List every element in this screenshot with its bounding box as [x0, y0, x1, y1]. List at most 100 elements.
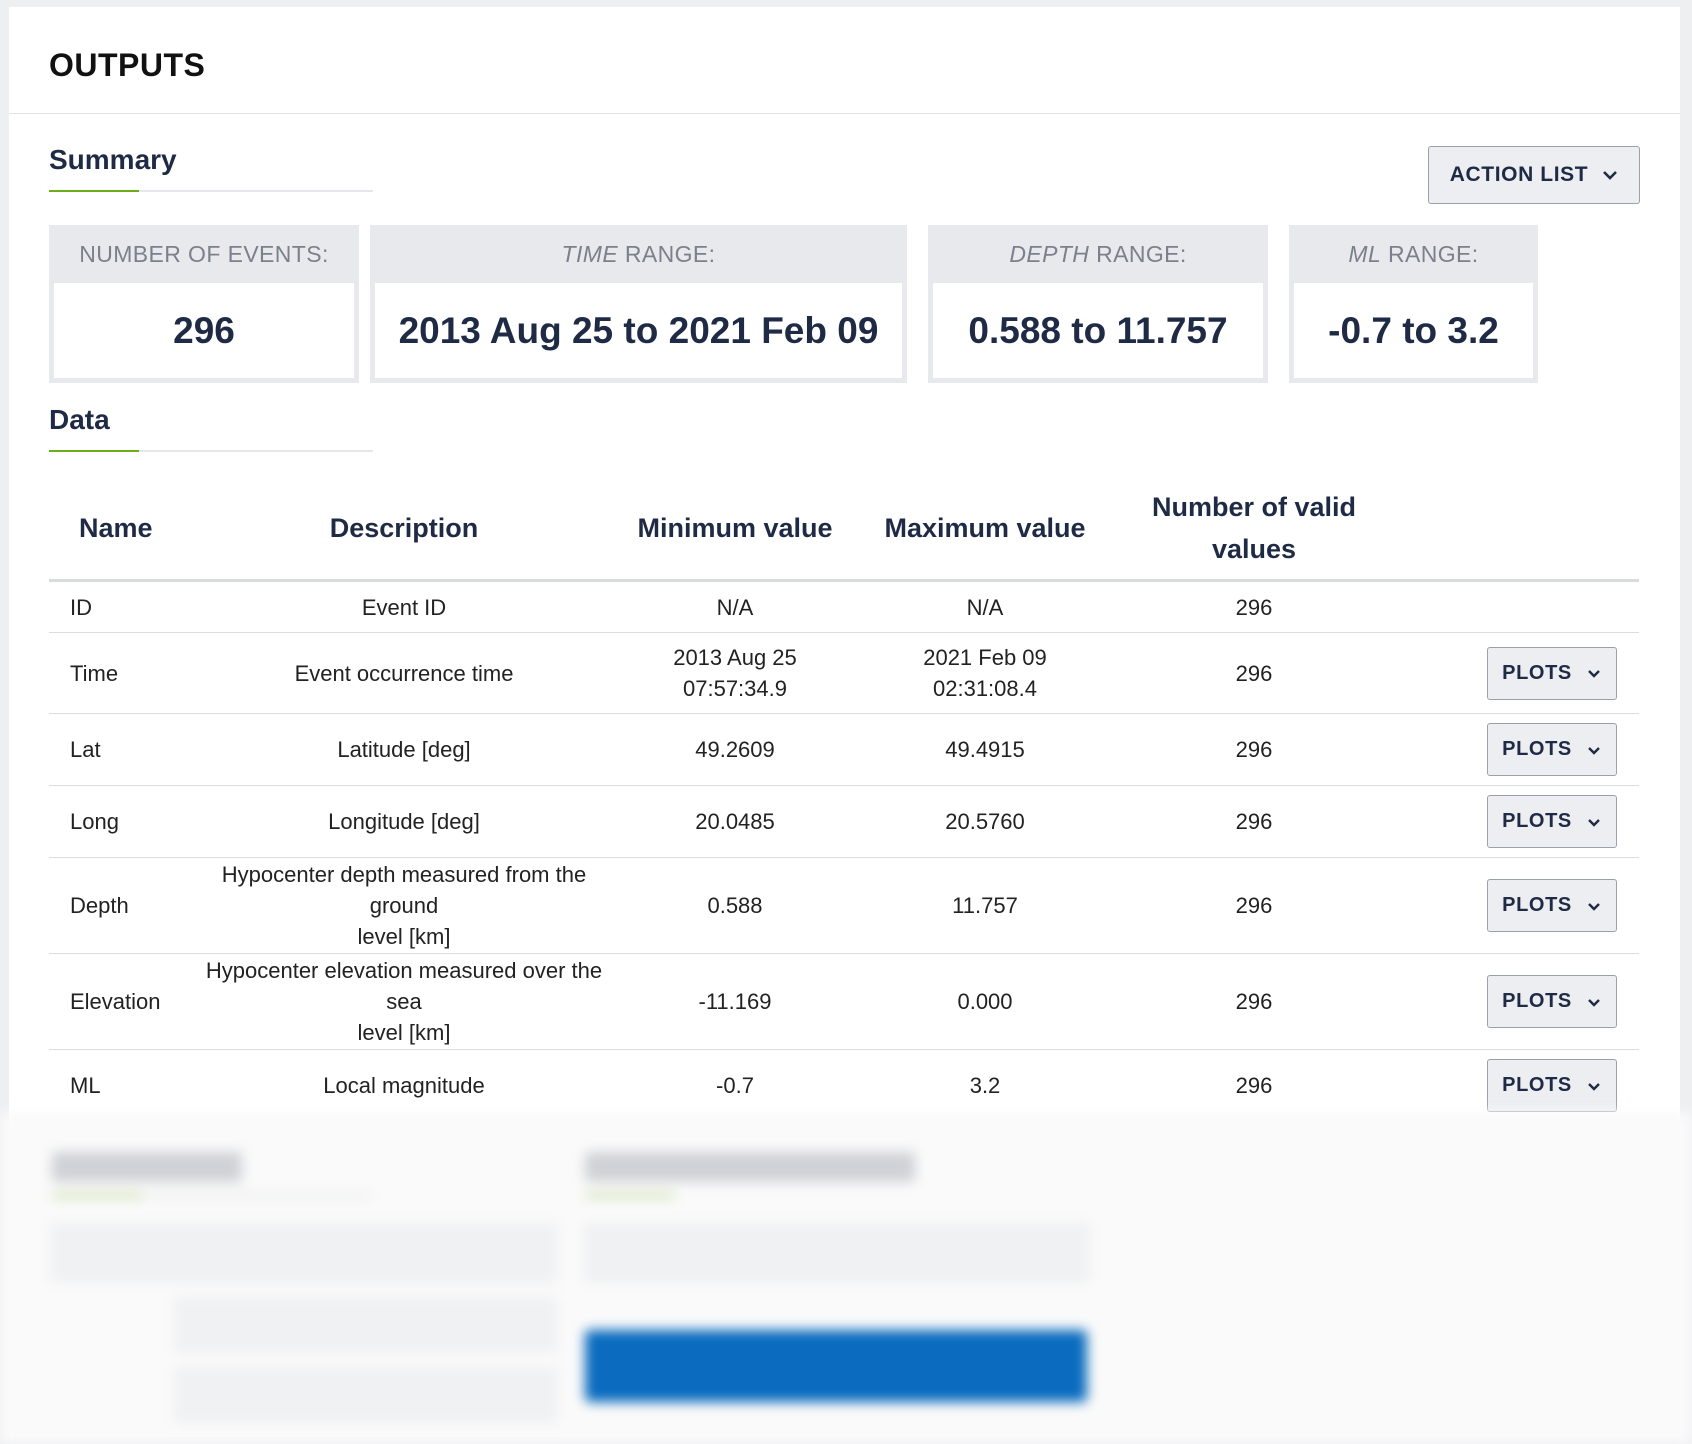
- chevron-down-icon: [1587, 1082, 1600, 1091]
- cell-name: Time: [49, 632, 199, 714]
- stat-label: RANGE:: [618, 241, 716, 267]
- cell-description: Local magnitude: [199, 1049, 609, 1122]
- cell-min: 20.0485: [609, 785, 861, 858]
- cell-max: N/A: [861, 580, 1109, 633]
- table-row: Elevation Hypocenter elevation measured o…: [49, 953, 1639, 1050]
- column-header-min: Minimum value: [609, 477, 861, 582]
- plots-label: PLOTS: [1502, 894, 1572, 916]
- cell-actions: PLOTS: [1399, 857, 1639, 954]
- cell-actions: PLOTS: [1399, 1049, 1639, 1122]
- cell-description: Event occurrence time: [199, 632, 609, 714]
- cell-actions: PLOTS: [1399, 632, 1639, 714]
- chevron-down-icon: [1587, 670, 1600, 678]
- outputs-panel: OUTPUTS Summary ACTION LIST NUMBER OF EV…: [9, 7, 1680, 1437]
- cell-min: 49.2609: [609, 713, 861, 786]
- cell-name: Depth: [49, 857, 199, 954]
- stat-label: NUMBER OF EVENTS:: [79, 241, 329, 267]
- plots-label: PLOTS: [1502, 738, 1572, 760]
- stat-ml-range: ML RANGE: -0.7 to 3.2: [1289, 225, 1538, 383]
- action-list-label: ACTION LIST: [1449, 163, 1589, 186]
- plots-label: PLOTS: [1502, 990, 1572, 1012]
- cell-count: 296: [1109, 580, 1399, 633]
- chevron-down-icon: [1587, 818, 1600, 827]
- page-title: OUTPUTS: [49, 47, 206, 83]
- cell-actions: [1399, 580, 1639, 633]
- cell-min: 2013 Aug 25 07:57:34.9: [609, 632, 861, 714]
- plots-button[interactable]: PLOTS: [1487, 646, 1617, 700]
- column-header-max: Maximum value: [861, 477, 1109, 582]
- data-table: Name Description Minimum value Maximum v…: [49, 477, 1639, 1122]
- configure-plot-section-blurred: [0, 1112, 1692, 1444]
- plots-button[interactable]: PLOTS: [1487, 879, 1617, 932]
- cell-max: 20.5760: [861, 785, 1109, 858]
- table-row: ML Local magnitude -0.7 3.2 296 PLOTS: [49, 1049, 1639, 1122]
- cell-actions: PLOTS: [1399, 953, 1639, 1050]
- cell-description: Event ID: [199, 580, 609, 633]
- plots-label: PLOTS: [1502, 1074, 1572, 1096]
- chevron-down-icon: [1587, 746, 1600, 755]
- cell-name: Elevation: [49, 953, 199, 1050]
- cell-max: 0.000: [861, 953, 1109, 1050]
- cell-min: N/A: [609, 580, 861, 633]
- stat-time-range: TIME RANGE: 2013 Aug 25 to 2021 Feb 09: [370, 225, 907, 383]
- cell-name: Long: [49, 785, 199, 858]
- cell-max: 3.2: [861, 1049, 1109, 1122]
- data-title: Data: [49, 404, 110, 435]
- stat-label-em: ML: [1348, 241, 1382, 267]
- stat-label-em: TIME: [561, 241, 619, 267]
- cell-description: Hypocenter depth measured from the groun…: [199, 857, 609, 954]
- cell-min: 0.588: [609, 857, 861, 954]
- panel-header: OUTPUTS: [9, 7, 1680, 114]
- cell-max: 49.4915: [861, 713, 1109, 786]
- cell-count: 296: [1109, 857, 1399, 954]
- stat-label: RANGE:: [1089, 241, 1187, 267]
- plots-button[interactable]: PLOTS: [1487, 1059, 1617, 1112]
- stat-value: 296: [54, 283, 354, 378]
- chevron-down-icon: [1603, 171, 1618, 180]
- cell-min: -11.169: [609, 953, 861, 1050]
- column-header-description: Description: [199, 477, 609, 582]
- cell-min: -0.7: [609, 1049, 861, 1122]
- cell-count: 296: [1109, 785, 1399, 858]
- table-row: Lat Latitude [deg] 49.2609 49.4915 296 PLOTS: [49, 713, 1639, 786]
- stat-value: 2013 Aug 25 to 2021 Feb 09: [375, 283, 902, 378]
- cell-name: ID: [49, 580, 199, 633]
- stat-value: -0.7 to 3.2: [1294, 283, 1533, 378]
- cell-max: 2021 Feb 09 02:31:08.4: [861, 632, 1109, 714]
- cell-count: 296: [1109, 632, 1399, 714]
- action-list-button[interactable]: ACTION LIST: [1428, 146, 1640, 204]
- data-underline: [49, 450, 373, 452]
- column-header-name: Name: [49, 477, 199, 582]
- plots-label: PLOTS: [1502, 810, 1572, 832]
- cell-description: Longitude [deg]: [199, 785, 609, 858]
- cell-actions: PLOTS: [1399, 713, 1639, 786]
- cell-description: Hypocenter elevation measured over the s…: [199, 953, 609, 1050]
- stat-number-of-events: NUMBER OF EVENTS: 296: [49, 225, 359, 383]
- cell-count: 296: [1109, 1049, 1399, 1122]
- chevron-down-icon: [1587, 998, 1600, 1007]
- plots-button[interactable]: PLOTS: [1487, 795, 1617, 848]
- plots-button[interactable]: PLOTS: [1487, 723, 1617, 776]
- table-row: ID Event ID N/A N/A 296: [49, 580, 1639, 633]
- column-header-actions: [1399, 477, 1639, 582]
- cell-max: 11.757: [861, 857, 1109, 954]
- stat-label: RANGE:: [1381, 241, 1479, 267]
- table-row: Depth Hypocenter depth measured from the …: [49, 857, 1639, 954]
- cell-name: Lat: [49, 713, 199, 786]
- summary-underline: [49, 190, 373, 192]
- summary-title: Summary: [49, 144, 177, 175]
- plots-button[interactable]: PLOTS: [1487, 975, 1617, 1028]
- stat-depth-range: DEPTH RANGE: 0.588 to 11.757: [928, 225, 1268, 383]
- table-header-row: Name Description Minimum value Maximum v…: [49, 477, 1639, 582]
- cell-actions: PLOTS: [1399, 785, 1639, 858]
- cell-description: Latitude [deg]: [199, 713, 609, 786]
- plots-label: PLOTS: [1502, 661, 1572, 684]
- chevron-down-icon: [1587, 902, 1600, 911]
- stat-label-em: DEPTH: [1009, 241, 1090, 267]
- column-header-count: Number of valid values: [1109, 477, 1399, 582]
- table-row: Long Longitude [deg] 20.0485 20.5760 296 PLOT…: [49, 785, 1639, 858]
- stat-value: 0.588 to 11.757: [933, 283, 1263, 378]
- cell-count: 296: [1109, 713, 1399, 786]
- cell-count: 296: [1109, 953, 1399, 1050]
- cell-name: ML: [49, 1049, 199, 1122]
